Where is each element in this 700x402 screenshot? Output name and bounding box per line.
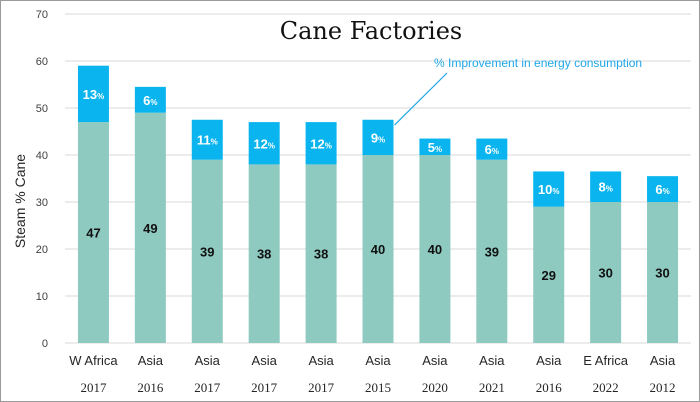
annotation-text: % Improvement in energy consumption [434,56,642,70]
bar-improvement [476,138,508,160]
bar-base [533,206,565,343]
x-category-label: Asia [479,353,505,368]
x-year-label: 2017 [251,380,278,395]
x-category-label: Asia [195,353,221,368]
bar-base [191,159,223,343]
bar-base [476,159,508,343]
x-year-label: 2016 [536,380,563,395]
bar-base [362,155,394,343]
bar-value-label: 29 [541,268,555,283]
bar-base [419,155,451,343]
y-axis-label: Steam % Cane [12,154,28,248]
x-category-label: Asia [252,353,278,368]
y-tick-label: 10 [36,291,48,303]
x-year-label: 2017 [308,380,335,395]
bar-improvement [419,138,451,155]
bar-labels: 47 13% 49 6% 39 11% 38 12% 38 12% 40 9% 40 5% 39 6% 29 10… [83,87,670,283]
bar-value-label: 40 [371,242,385,257]
x-category-label: Asia [308,353,334,368]
improvement-label: 12% [310,136,332,151]
bar-value-label: 38 [314,247,328,262]
y-tick-label: 0 [42,338,48,350]
improvement-label: 5% [428,140,442,155]
improvement-label: 11% [197,133,218,148]
x-category-label: W Africa [69,353,118,368]
x-year-label: 2021 [479,380,505,395]
bar-base [590,202,622,343]
improvement-label: 13% [83,87,105,102]
improvement-label: 12% [253,136,275,151]
bar-improvement [362,119,394,155]
x-year-label: 2022 [593,380,619,395]
bar-improvement [647,176,679,202]
chart-title: Cane Factories [280,17,463,45]
bar-improvement [248,122,280,165]
bar-improvement [134,86,166,113]
bar-value-label: 49 [143,221,157,236]
bar-value-label: 40 [428,242,442,257]
bar-base [248,164,280,343]
bar-value-label: 39 [200,244,214,259]
x-year-label: 2017 [194,380,221,395]
bar-improvement [533,171,565,207]
bar-base [647,202,679,343]
bars [77,65,679,343]
x-category-label: Asia [422,353,448,368]
y-tick-label: 30 [36,197,48,209]
x-category-label: E Africa [583,353,629,368]
y-axis-ticks: 0 10 20 30 40 50 60 70 [36,9,48,350]
x-year-label: 2015 [365,380,391,395]
y-tick-label: 60 [36,56,48,68]
bar-value-label: 39 [485,244,499,259]
x-category-label: Asia [536,353,562,368]
x-category-label: Asia [138,353,164,368]
bar-improvement [77,65,109,123]
bar-value-label: 47 [86,226,100,241]
y-tick-label: 40 [36,150,48,162]
bar-improvement [305,122,337,165]
improvement-label: 8% [598,180,612,195]
x-year-label: 2017 [80,380,107,395]
bar-improvement [191,119,223,160]
x-year-label: 2020 [422,380,448,395]
bar-value-label: 38 [257,247,271,262]
x-axis-categories: W Africa 2017 Asia 2016 Asia 2017 Asia 2017 Asia… [69,353,676,395]
bar-base [134,112,166,343]
y-tick-label: 70 [36,9,48,21]
y-tick-label: 20 [36,244,48,256]
x-category-label: Asia [365,353,391,368]
x-year-label: 2012 [650,380,676,395]
y-tick-label: 50 [36,103,48,115]
annotation-leader-line [394,72,448,126]
bar-value-label: 30 [655,266,669,281]
improvement-label: 6% [143,93,157,108]
improvement-label: 9% [371,130,385,145]
improvement-label: 6% [485,142,499,157]
bar-improvement [590,171,622,202]
x-year-label: 2016 [137,380,164,395]
bar-base [77,122,109,343]
bar-base [305,164,337,343]
bar-value-label: 30 [598,266,612,281]
improvement-label: 6% [655,182,669,197]
x-category-label: Asia [650,353,676,368]
improvement-label: 10% [538,182,560,197]
